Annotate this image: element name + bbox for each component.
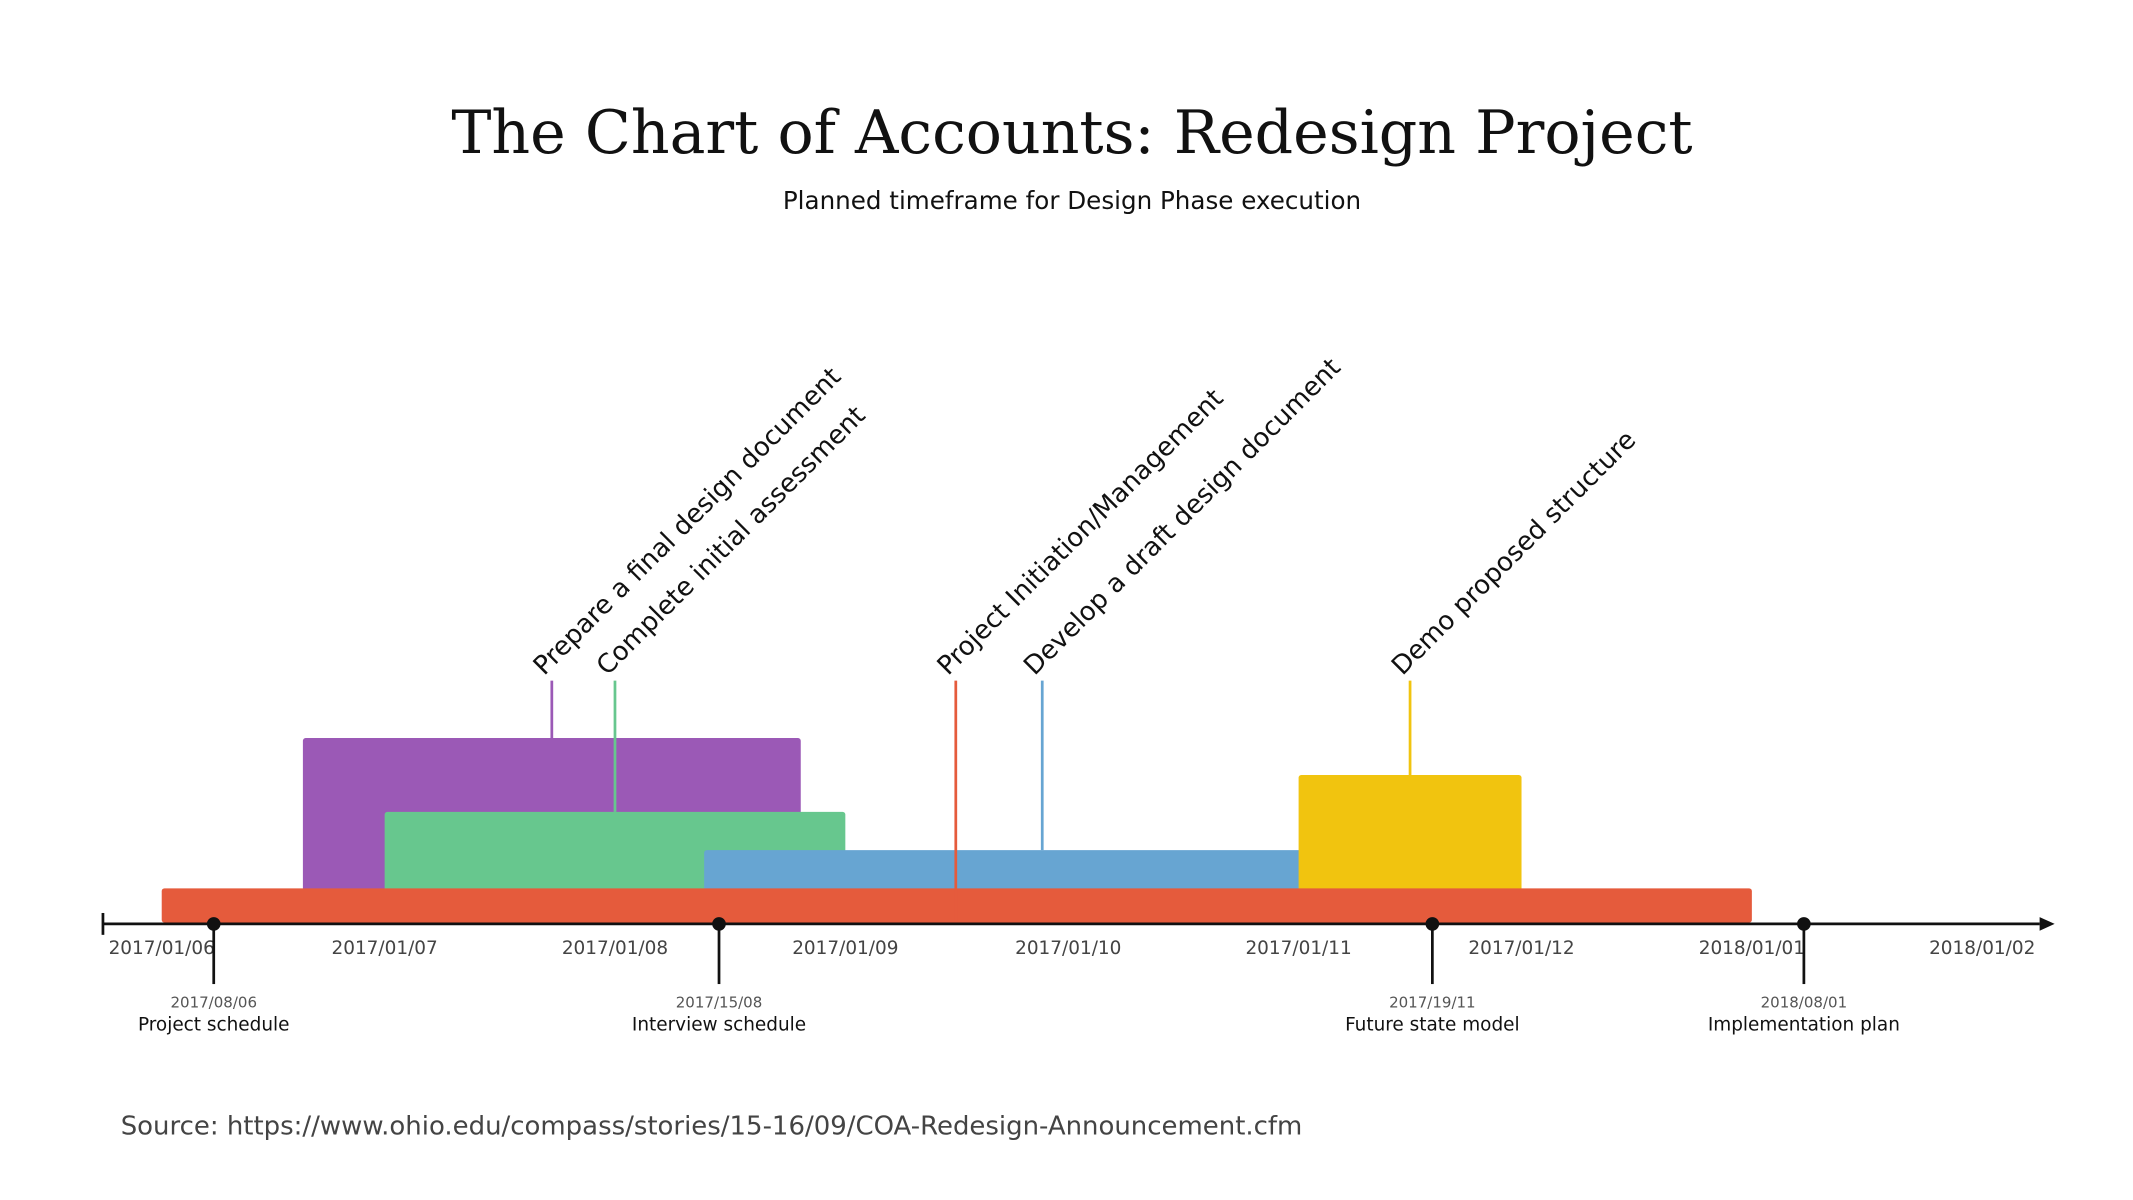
milestone-date: 2017/15/08 xyxy=(676,993,763,1011)
axis-arrow-icon xyxy=(2039,917,2055,931)
milestone-date: 2017/08/06 xyxy=(170,993,257,1011)
source-note: Source: https://www.ohio.edu/compass/sto… xyxy=(121,1111,1303,1141)
tick-label: 2017/01/08 xyxy=(562,938,668,959)
milestone-label: Interview schedule xyxy=(632,1015,806,1036)
tick-label: 2017/01/09 xyxy=(792,938,898,959)
task-bars: Prepare a final design documentComplete … xyxy=(161,353,1752,923)
milestone-date: 2017/19/11 xyxy=(1389,993,1476,1011)
milestones: 2017/08/06 Project schedule 2017/15/08 Inte… xyxy=(138,917,1900,1036)
tick-label: 2017/01/07 xyxy=(331,938,437,959)
milestone-dot-icon xyxy=(206,917,221,931)
tick-label: 2018/01/01 xyxy=(1699,938,1805,959)
tick-label: 2017/01/12 xyxy=(1468,938,1574,959)
milestone-dot-icon xyxy=(712,917,726,931)
task-label: Complete initial assessment xyxy=(591,401,872,682)
tick-label: 2018/01/02 xyxy=(1929,938,2035,959)
task-bar xyxy=(1298,774,1522,923)
task-label: Prepare a final design document xyxy=(528,362,847,681)
chart-title: The Chart of Accounts: Redesign Project xyxy=(451,98,1692,168)
milestone-date: 2018/08/01 xyxy=(1761,993,1848,1011)
milestone-label: Implementation plan xyxy=(1708,1015,1900,1036)
time-axis xyxy=(101,912,2055,935)
task-label: Demo proposed structure xyxy=(1386,425,1642,681)
axis-ticks: 2017/01/06 2017/01/07 2017/01/08 2017/01/09… xyxy=(109,938,2036,959)
tick-label: 2017/01/06 xyxy=(109,938,215,959)
milestone-dot-icon xyxy=(1797,917,1811,931)
milestone-label: Project schedule xyxy=(138,1015,290,1036)
milestone-dot-icon xyxy=(1425,917,1440,931)
chart-subtitle: Planned timeframe for Design Phase execu… xyxy=(783,186,1361,215)
milestone-label: Future state model xyxy=(1345,1015,1520,1036)
tick-label: 2017/01/10 xyxy=(1015,938,1121,959)
task-label: Develop a draft design document xyxy=(1018,353,1347,682)
tick-label: 2017/01/11 xyxy=(1245,938,1351,959)
